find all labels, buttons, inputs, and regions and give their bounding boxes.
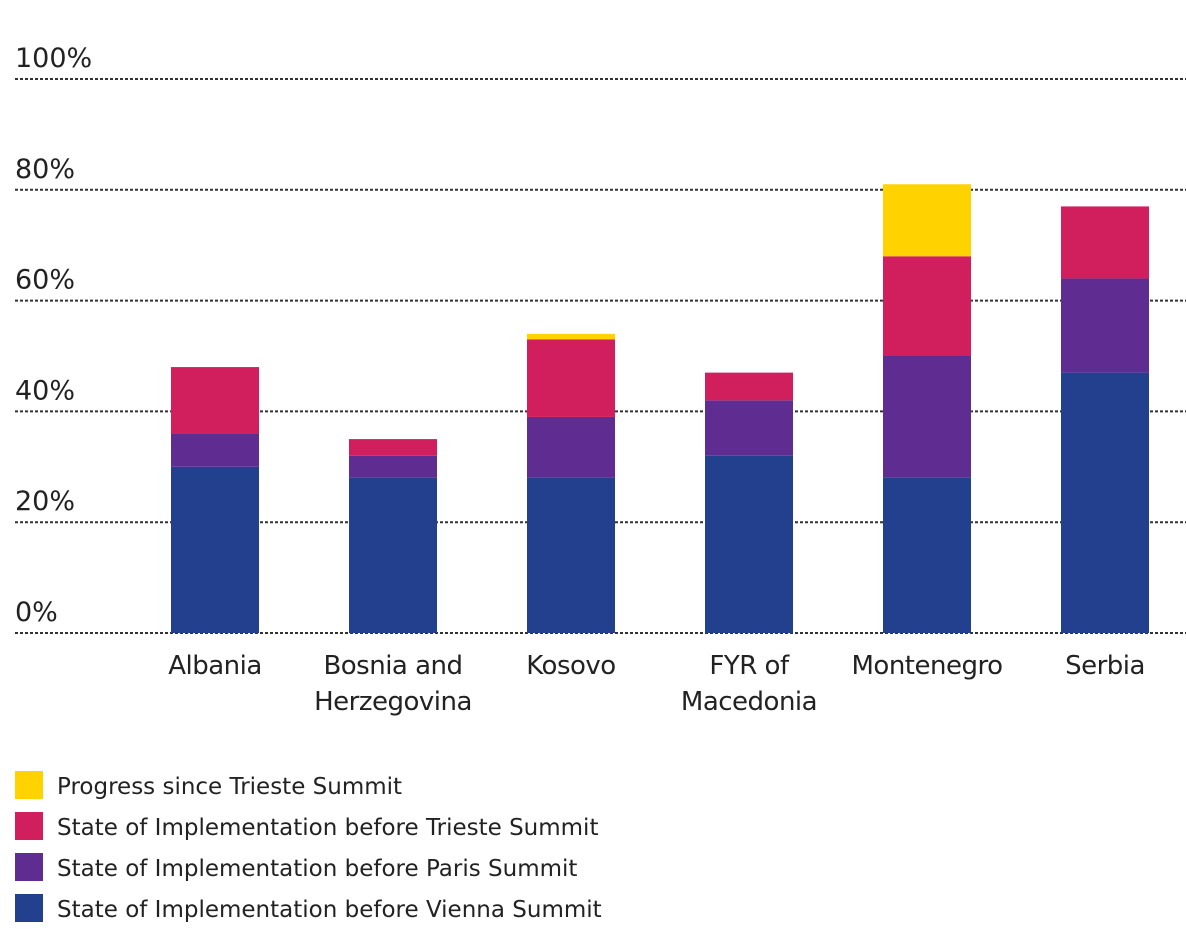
bar-segment [705, 455, 793, 633]
x-tick-label: Serbia [1065, 651, 1145, 681]
y-tick-label: 80% [15, 154, 75, 185]
bar-segment [349, 439, 437, 456]
y-tick-label: 100% [15, 43, 92, 74]
x-tick-label: Montenegro [851, 651, 1003, 681]
x-tick-label: FYR of Macedonia [680, 651, 818, 717]
x-tick-label: Albania [168, 651, 262, 681]
y-tick-label: 0% [15, 597, 58, 628]
bar-segment [171, 466, 259, 633]
bar-segment [349, 455, 437, 478]
bar-segment [171, 367, 259, 434]
bar-segment [1061, 278, 1149, 373]
x-tick-label: Bosnia and Herzegovina [314, 651, 472, 717]
legend-label: State of Implementation before Trieste S… [57, 815, 598, 841]
bar-segment [883, 477, 971, 633]
bar-segment [527, 477, 615, 633]
legend-label: State of Implementation before Paris Sum… [57, 856, 577, 882]
bar-segment [883, 356, 971, 478]
bar-segment [349, 477, 437, 633]
y-tick-label: 60% [15, 265, 75, 296]
x-tick-label: Kosovo [526, 651, 616, 681]
bar-segment [705, 400, 793, 456]
legend-swatch [15, 894, 43, 922]
bar-segment [527, 339, 615, 417]
legend-label: State of Implementation before Vienna Su… [57, 897, 602, 923]
bar-segment [527, 416, 615, 478]
bar-segment [1061, 372, 1149, 633]
legend-swatch [15, 771, 43, 799]
bar-segment [705, 372, 793, 401]
legend-label: Progress since Trieste Summit [57, 774, 402, 800]
legend-swatch [15, 853, 43, 881]
bar-segment [171, 433, 259, 467]
y-tick-label: 40% [15, 375, 75, 406]
bar-segment [883, 184, 971, 257]
bar-segment [1061, 206, 1149, 279]
bar-segment [527, 333, 615, 340]
bar-segment [883, 256, 971, 356]
y-tick-label: 20% [15, 486, 75, 517]
legend-swatch [15, 812, 43, 840]
